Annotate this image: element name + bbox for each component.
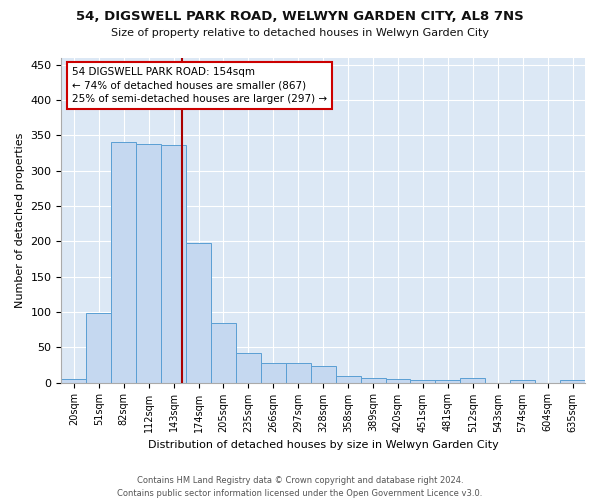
Bar [560,380,585,382]
Text: 54 DIGSWELL PARK ROAD: 154sqm
← 74% of detached houses are smaller (867)
25% of : 54 DIGSWELL PARK ROAD: 154sqm ← 74% of d… [72,68,327,104]
Bar [335,376,361,382]
Bar [286,364,311,382]
Bar [460,378,485,382]
Bar [236,353,261,382]
Bar [86,314,111,382]
Bar [136,144,161,382]
Bar [311,366,335,382]
Bar [436,380,460,382]
Bar [410,380,436,382]
Text: Size of property relative to detached houses in Welwyn Garden City: Size of property relative to detached ho… [111,28,489,38]
Bar [261,364,286,382]
Text: Contains HM Land Registry data © Crown copyright and database right 2024.
Contai: Contains HM Land Registry data © Crown c… [118,476,482,498]
X-axis label: Distribution of detached houses by size in Welwyn Garden City: Distribution of detached houses by size … [148,440,499,450]
Bar [61,379,86,382]
Bar [111,142,136,382]
Bar [161,145,186,382]
Bar [386,379,410,382]
Bar [510,380,535,382]
Text: 54, DIGSWELL PARK ROAD, WELWYN GARDEN CITY, AL8 7NS: 54, DIGSWELL PARK ROAD, WELWYN GARDEN CI… [76,10,524,23]
Bar [361,378,386,382]
Y-axis label: Number of detached properties: Number of detached properties [15,132,25,308]
Bar [211,323,236,382]
Bar [186,244,211,382]
